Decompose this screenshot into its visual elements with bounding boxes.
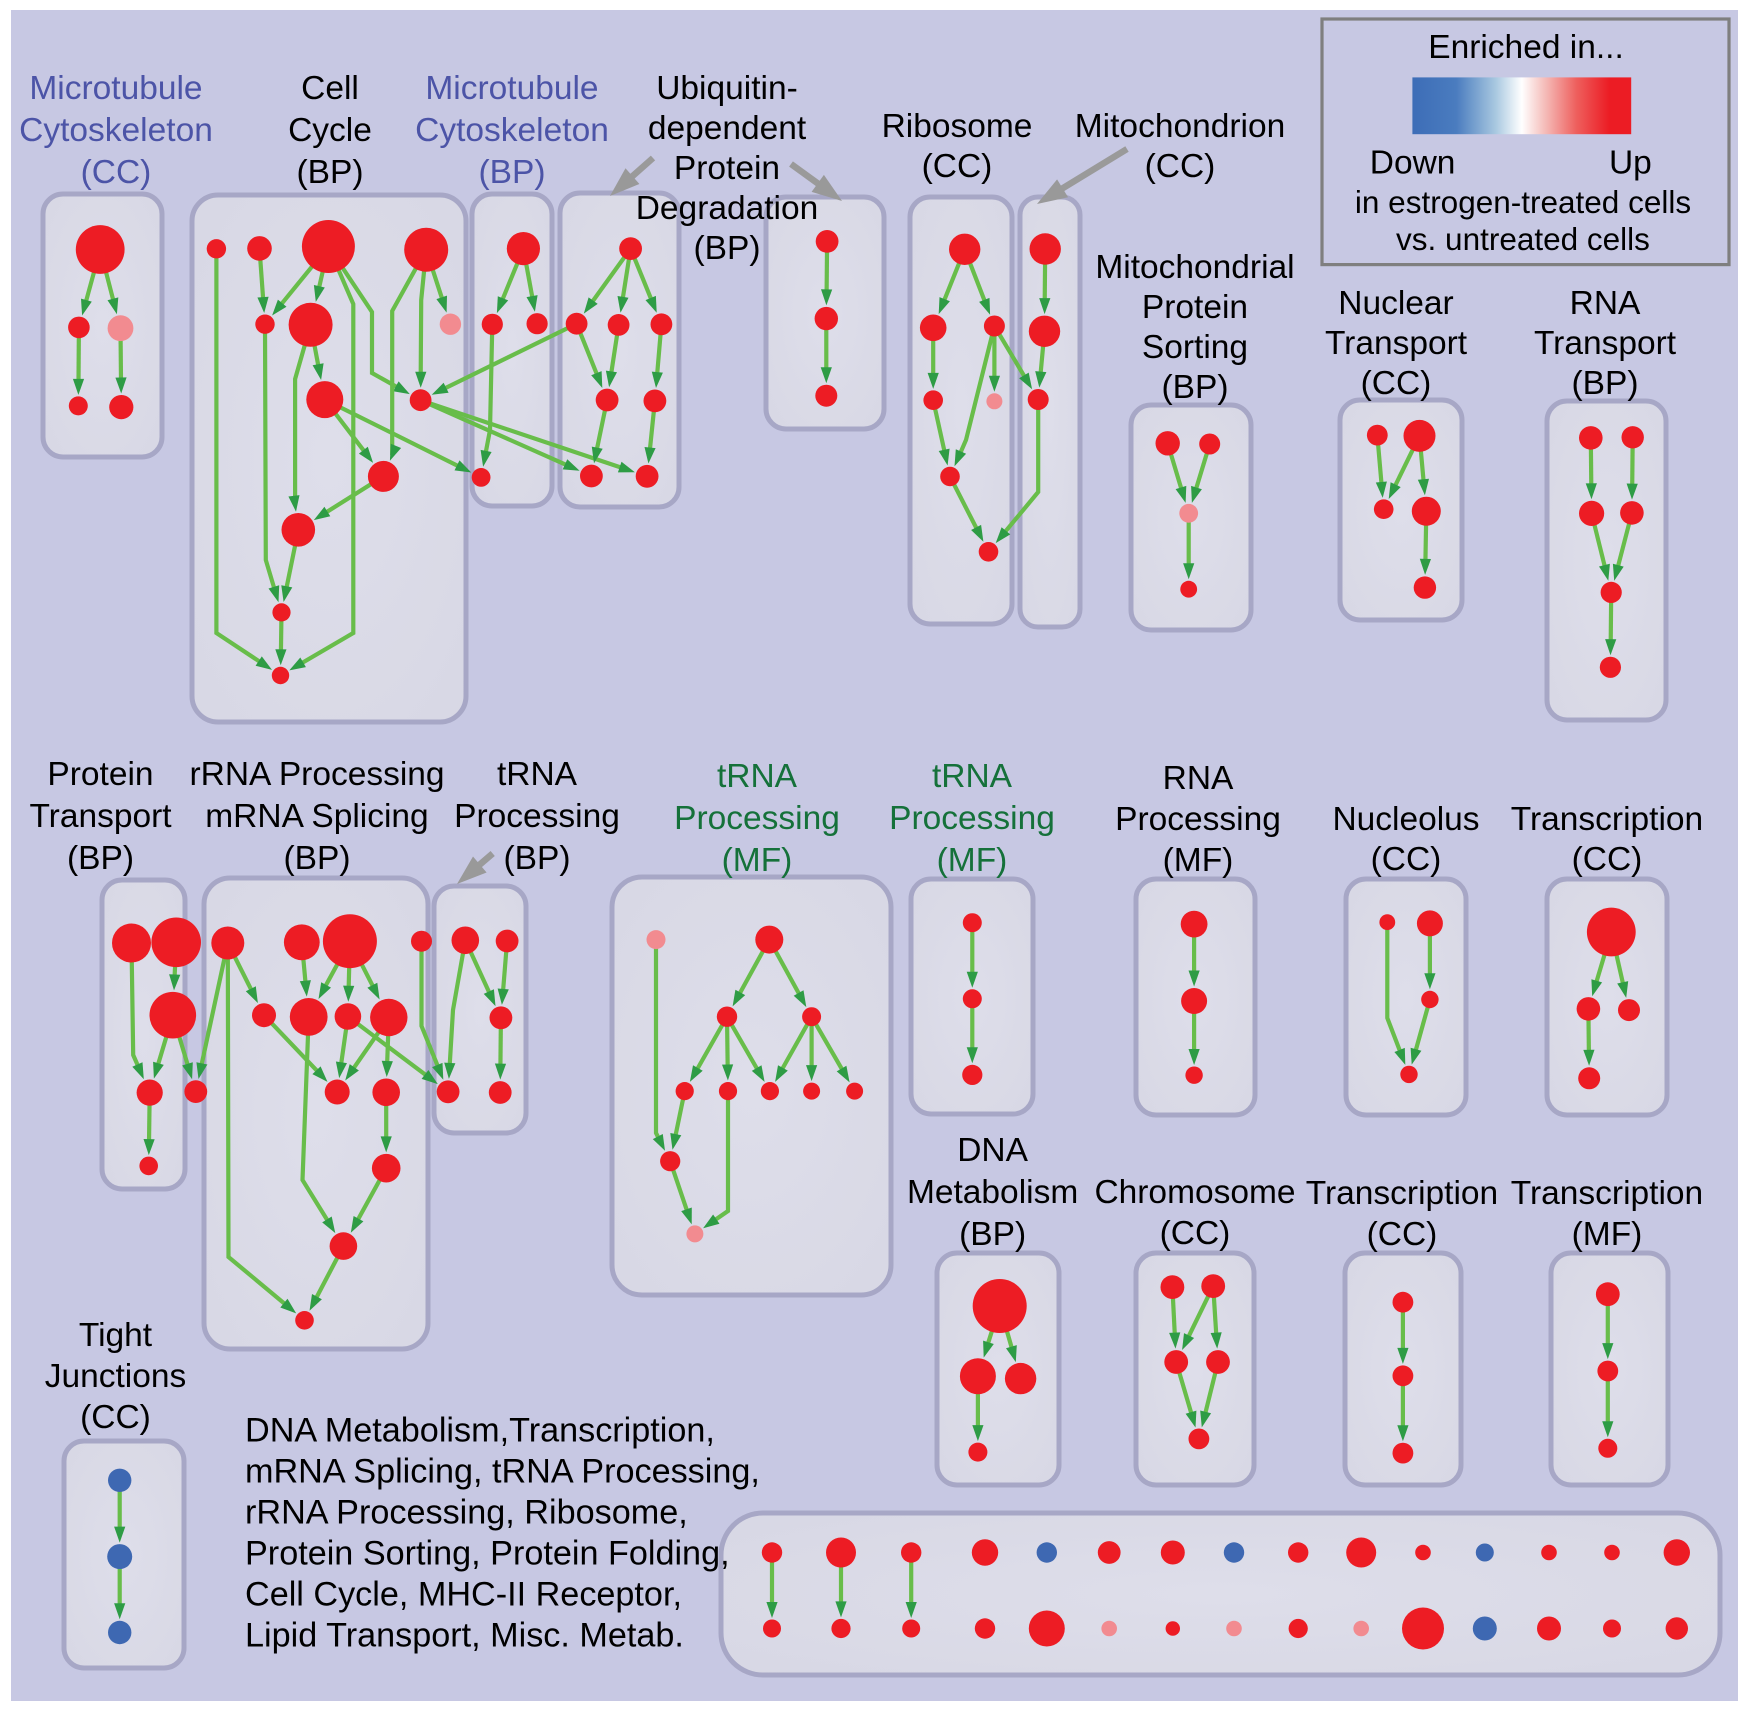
svg-text:Tight: Tight [79, 1317, 153, 1354]
svg-text:Processing: Processing [674, 800, 840, 837]
svg-text:in estrogen-treated cells: in estrogen-treated cells [1355, 184, 1691, 220]
svg-text:Protein: Protein [674, 150, 780, 187]
svg-text:Down: Down [1370, 145, 1456, 182]
svg-text:(BP): (BP) [504, 840, 571, 877]
svg-text:Processing: Processing [454, 798, 620, 835]
svg-text:vs. untreated cells: vs. untreated cells [1396, 221, 1650, 257]
svg-text:Mitochondrial: Mitochondrial [1095, 249, 1294, 286]
svg-text:tRNA: tRNA [932, 758, 1013, 795]
svg-text:(BP): (BP) [694, 230, 761, 267]
svg-text:Transport: Transport [29, 798, 172, 835]
svg-text:(MF): (MF) [937, 842, 1008, 879]
svg-text:Cytoskeleton: Cytoskeleton [19, 112, 213, 149]
svg-text:Cell: Cell [301, 70, 359, 107]
svg-text:Degradation: Degradation [636, 190, 819, 227]
svg-text:RNA: RNA [1570, 285, 1641, 322]
svg-text:Protein: Protein [47, 756, 153, 793]
svg-text:Transcription: Transcription [1511, 1175, 1703, 1212]
svg-text:Transport: Transport [1534, 325, 1677, 362]
svg-text:tRNA: tRNA [717, 758, 798, 795]
svg-text:(MF): (MF) [1572, 1216, 1643, 1253]
svg-text:Metabolism: Metabolism [907, 1174, 1078, 1211]
svg-text:Chromosome: Chromosome [1094, 1174, 1295, 1211]
svg-text:(BP): (BP) [959, 1216, 1026, 1253]
svg-text:RNA: RNA [1163, 760, 1234, 797]
svg-text:rRNA Processing: rRNA Processing [189, 756, 444, 793]
svg-text:tRNA: tRNA [497, 756, 578, 793]
svg-text:(BP): (BP) [284, 840, 351, 877]
svg-text:Ubiquitin-: Ubiquitin- [656, 70, 798, 107]
svg-text:mRNA Splicing: mRNA Splicing [205, 798, 428, 835]
svg-text:Transcription: Transcription [1511, 801, 1703, 838]
svg-text:Sorting: Sorting [1142, 329, 1248, 366]
svg-text:Processing: Processing [889, 800, 1055, 837]
svg-text:(BP): (BP) [297, 154, 364, 191]
svg-text:Protein: Protein [1142, 289, 1248, 326]
svg-text:Transcription: Transcription [1306, 1175, 1498, 1212]
svg-text:(BP): (BP) [67, 840, 134, 877]
svg-text:Microtubule: Microtubule [425, 70, 598, 107]
svg-text:(MF): (MF) [1163, 842, 1234, 879]
svg-text:Up: Up [1609, 145, 1652, 182]
svg-text:(BP): (BP) [479, 154, 546, 191]
svg-text:Protein Sorting, Protein Foldi: Protein Sorting, Protein Folding, [245, 1534, 730, 1572]
svg-text:Ribosome: Ribosome [882, 108, 1033, 145]
svg-text:(CC): (CC) [1145, 148, 1216, 185]
svg-text:(MF): (MF) [722, 842, 793, 879]
svg-text:Mitochondrion: Mitochondrion [1075, 108, 1285, 145]
svg-text:(CC): (CC) [1371, 841, 1442, 878]
svg-text:Nuclear: Nuclear [1338, 285, 1453, 322]
svg-text:(CC): (CC) [81, 154, 152, 191]
svg-text:Processing: Processing [1115, 801, 1281, 838]
svg-text:Lipid Transport, Misc. Metab.: Lipid Transport, Misc. Metab. [245, 1616, 684, 1654]
svg-text:mRNA Splicing, tRNA Processing: mRNA Splicing, tRNA Processing, [245, 1452, 760, 1490]
svg-text:(CC): (CC) [1160, 1215, 1231, 1252]
svg-text:Nucleolus: Nucleolus [1332, 801, 1479, 838]
svg-text:Cell Cycle, MHC-II Receptor,: Cell Cycle, MHC-II Receptor, [245, 1575, 682, 1613]
svg-text:Cycle: Cycle [288, 112, 372, 149]
svg-text:Junctions: Junctions [45, 1358, 187, 1395]
svg-text:(CC): (CC) [1361, 365, 1432, 402]
svg-text:Transport: Transport [1325, 325, 1468, 362]
svg-text:DNA: DNA [957, 1132, 1028, 1169]
svg-text:(CC): (CC) [80, 1399, 151, 1436]
svg-text:(CC): (CC) [1572, 841, 1643, 878]
svg-text:Enriched in...: Enriched in... [1428, 29, 1624, 66]
svg-text:rRNA Processing, Ribosome,: rRNA Processing, Ribosome, [245, 1493, 688, 1531]
svg-text:DNA Metabolism,Transcription,: DNA Metabolism,Transcription, [245, 1411, 715, 1449]
svg-text:dependent: dependent [648, 110, 807, 147]
svg-text:Microtubule: Microtubule [29, 70, 202, 107]
svg-text:(BP): (BP) [1162, 369, 1229, 406]
svg-text:(CC): (CC) [922, 148, 993, 185]
svg-text:(BP): (BP) [1572, 365, 1639, 402]
svg-text:Cytoskeleton: Cytoskeleton [415, 112, 609, 149]
svg-text:(CC): (CC) [1367, 1216, 1438, 1253]
